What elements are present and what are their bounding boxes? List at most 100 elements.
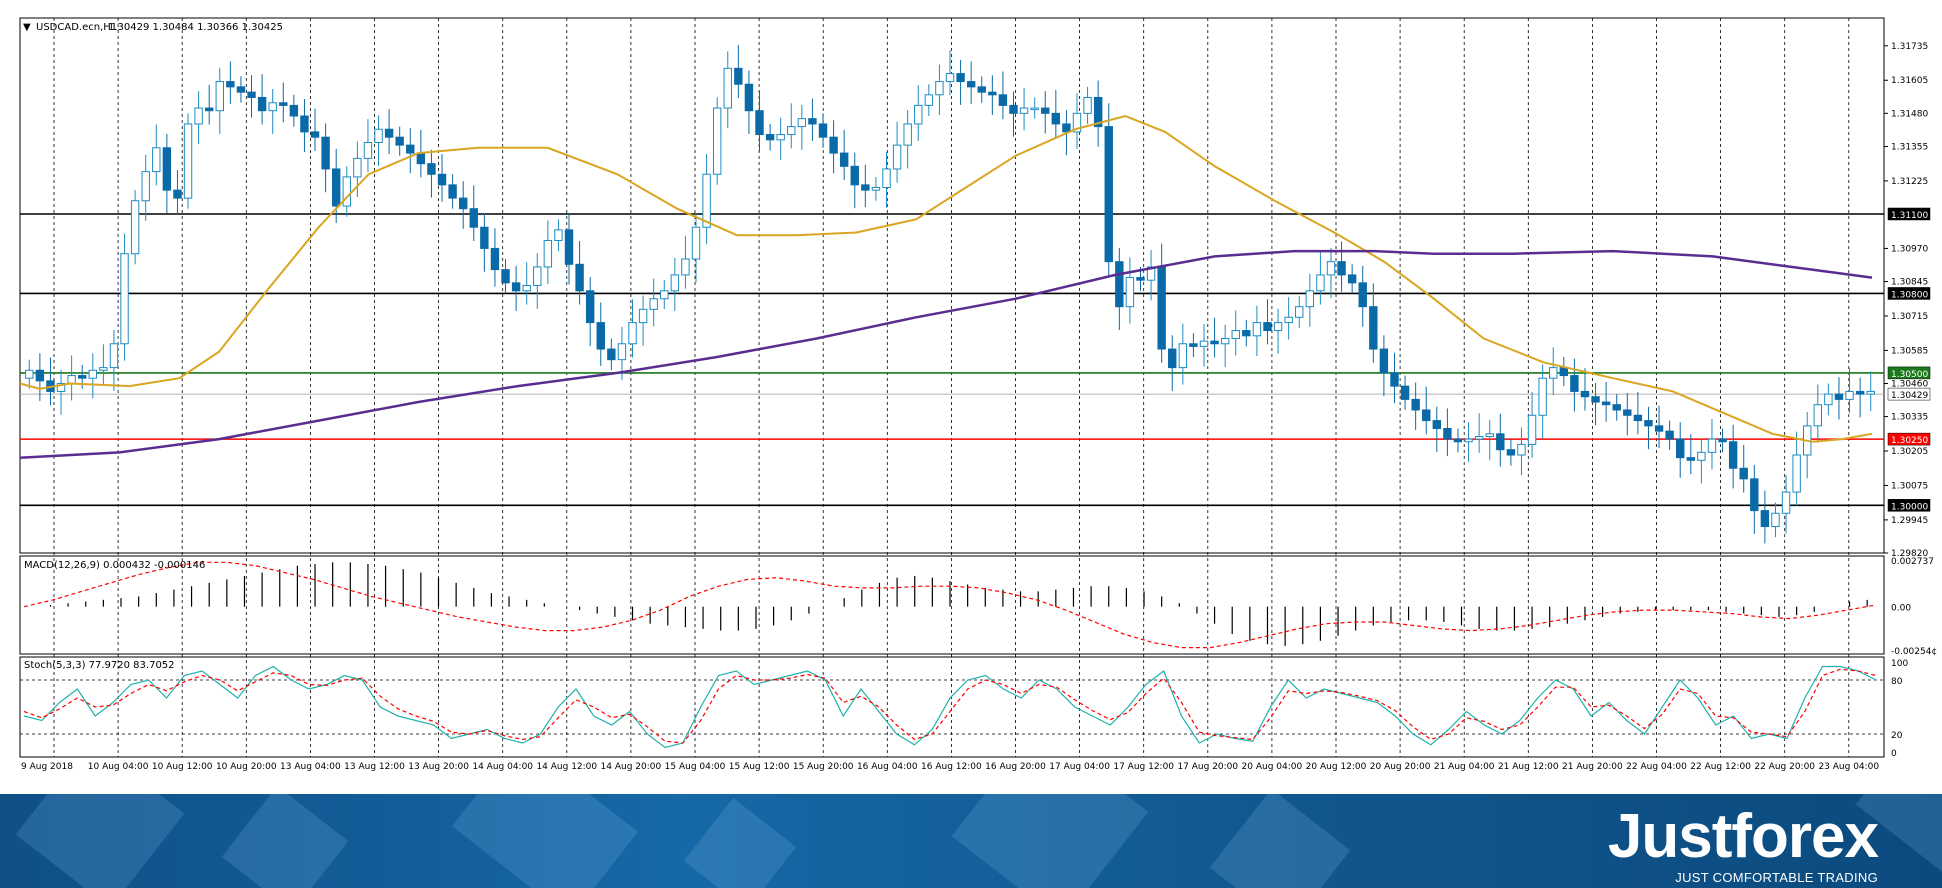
brand-logo: Justforex JUST COMFORTABLE TRADING — [1608, 806, 1879, 886]
candle — [1125, 257, 1135, 324]
candle — [988, 75, 997, 115]
candle — [1273, 308, 1283, 354]
candle — [363, 119, 373, 173]
candle — [215, 67, 224, 135]
candle — [384, 109, 394, 155]
candle — [914, 85, 923, 141]
candle — [1549, 347, 1558, 396]
svg-text:1.30429: 1.30429 — [1891, 391, 1928, 401]
banner-decoration — [452, 794, 638, 888]
candle — [543, 220, 553, 284]
reference-line-label: 1.31100 — [1887, 207, 1931, 221]
candle — [1538, 364, 1547, 439]
svg-text:1.31100: 1.31100 — [1891, 211, 1928, 221]
price-tick: 1.30585 — [1891, 346, 1928, 356]
candle — [1813, 384, 1822, 443]
stoch-signal-line — [23, 668, 1877, 744]
candle — [1316, 251, 1325, 305]
chart-title: USDCAD.ecn,H1 — [36, 22, 117, 33]
candle — [903, 110, 912, 169]
candle — [25, 359, 34, 389]
time-label: 17 Aug 20:00 — [1177, 762, 1238, 772]
price-tick: 1.30075 — [1891, 481, 1928, 491]
candle — [458, 181, 468, 229]
candle — [1485, 420, 1494, 460]
candle — [1220, 324, 1230, 368]
reference-line-label: 1.30429 — [1887, 387, 1931, 401]
candle — [787, 103, 796, 149]
macd-tick: -0.00254¢ — [1891, 647, 1937, 657]
macd-title: MACD(12,26,9) 0.000432 -0.000146 — [24, 560, 205, 571]
price-tick: 1.30205 — [1891, 447, 1928, 457]
candle — [1358, 265, 1367, 327]
time-label: 20 Aug 20:00 — [1370, 762, 1431, 772]
candle — [839, 129, 849, 181]
stoch-tick: 20 — [1891, 731, 1903, 741]
candle — [966, 61, 976, 104]
time-label: 22 Aug 20:00 — [1754, 762, 1815, 772]
price-tick: 1.30970 — [1891, 244, 1928, 254]
candle — [871, 176, 881, 201]
candle — [1527, 391, 1537, 459]
price-tick: 1.31480 — [1891, 109, 1928, 119]
candle — [374, 115, 383, 166]
time-label: 20 Aug 12:00 — [1306, 762, 1367, 772]
candle — [1030, 97, 1039, 119]
footer-banner — [0, 794, 1942, 888]
banner-decoration — [221, 794, 349, 888]
candle — [1697, 438, 1706, 484]
candle — [1083, 86, 1092, 124]
candle — [1474, 413, 1484, 453]
symbol-caret[interactable]: ▼ — [23, 22, 31, 33]
candle — [564, 212, 574, 285]
candle — [882, 152, 891, 208]
candle — [1612, 394, 1621, 421]
svg-text:1.30250: 1.30250 — [1891, 436, 1928, 446]
time-label: 20 Aug 04:00 — [1242, 762, 1303, 772]
banner-decoration — [15, 794, 185, 888]
candle — [152, 124, 161, 186]
candle — [141, 154, 150, 221]
price-tick: 1.31605 — [1891, 76, 1928, 86]
stoch-tick: 100 — [1891, 659, 1908, 669]
candle — [935, 64, 944, 115]
candle — [1718, 428, 1727, 453]
candle — [533, 253, 542, 309]
candle — [427, 149, 436, 198]
candle — [501, 259, 510, 294]
candle — [162, 134, 172, 214]
candle — [1305, 273, 1315, 327]
banner-decoration — [951, 794, 1149, 888]
candle — [1464, 422, 1473, 462]
time-label: 14 Aug 20:00 — [601, 762, 662, 772]
candle — [649, 278, 658, 327]
candle — [99, 344, 108, 385]
time-label: 10 Aug 20:00 — [216, 762, 277, 772]
candle — [892, 121, 902, 183]
candle — [194, 91, 203, 145]
moving-average-fast — [19, 114, 1873, 443]
time-label: 16 Aug 20:00 — [985, 762, 1046, 772]
candle — [226, 61, 235, 104]
candle — [765, 123, 775, 151]
time-label: 15 Aug 12:00 — [729, 762, 790, 772]
candle — [109, 329, 119, 391]
candle — [1400, 375, 1410, 410]
banner-decoration — [683, 797, 797, 888]
candle — [1866, 371, 1875, 412]
candle — [1295, 296, 1304, 328]
candle — [1644, 406, 1653, 450]
reference-line-label: 1.30500 — [1887, 366, 1931, 380]
time-label: 22 Aug 12:00 — [1690, 762, 1751, 772]
macd-axis: 0.002737 0.00 -0.00254¢ — [1891, 557, 1937, 657]
candle — [1326, 247, 1336, 299]
time-label: 21 Aug 12:00 — [1498, 762, 1559, 772]
price-tick: 1.31225 — [1891, 177, 1928, 187]
candle — [1580, 368, 1590, 411]
candle — [1231, 310, 1240, 356]
macd-histogram — [49, 562, 1868, 646]
candle — [1686, 434, 1696, 475]
candle — [607, 338, 616, 371]
candle — [638, 295, 648, 346]
candle — [120, 233, 129, 361]
